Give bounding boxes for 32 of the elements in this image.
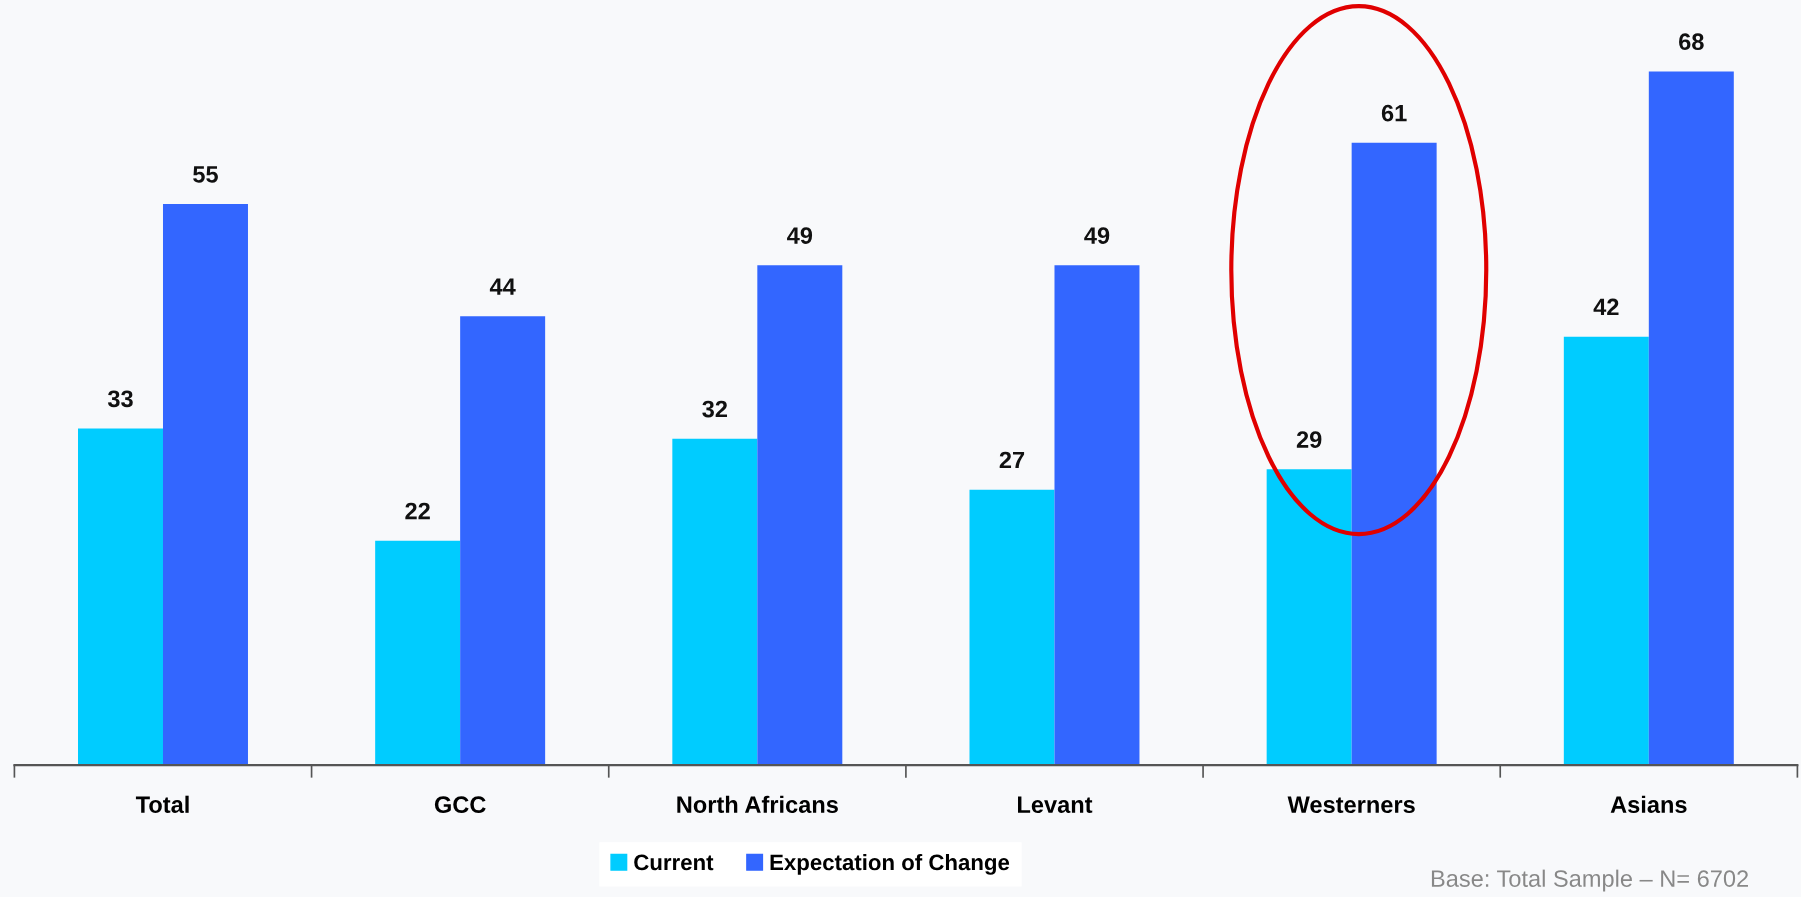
data-label: 27 bbox=[999, 451, 1025, 469]
bar bbox=[1266, 469, 1352, 766]
legend-label: Expectation of Change bbox=[770, 853, 1010, 875]
data-label: 61 bbox=[1381, 104, 1407, 122]
bar bbox=[1563, 336, 1649, 766]
bar bbox=[757, 265, 843, 766]
bar bbox=[969, 489, 1055, 766]
legend-label: Current bbox=[634, 854, 714, 871]
x-tick-label: North Africans bbox=[677, 795, 838, 814]
bar bbox=[375, 540, 461, 766]
x-tick-label: Levant bbox=[1018, 796, 1093, 814]
data-label: 32 bbox=[702, 400, 728, 418]
data-label: 55 bbox=[193, 166, 218, 183]
x-tick-label: GCC bbox=[434, 796, 486, 814]
bar bbox=[1648, 71, 1734, 766]
bar bbox=[672, 438, 758, 766]
bar bbox=[162, 204, 248, 766]
data-label: 68 bbox=[1679, 33, 1704, 51]
text: Base: Total Sample – N= 6702 bbox=[1431, 869, 1748, 892]
data-label: 33 bbox=[107, 390, 133, 408]
data-label: 29 bbox=[1296, 431, 1322, 448]
x-tick-label: Total bbox=[135, 795, 189, 814]
data-label: 49 bbox=[787, 227, 813, 244]
data-label: 49 bbox=[1084, 227, 1110, 244]
x-tick-label: Westerners bbox=[1287, 796, 1415, 814]
data-label: 42 bbox=[1593, 298, 1619, 316]
x-tick-label: Asians bbox=[1610, 795, 1687, 814]
bar bbox=[1054, 265, 1140, 766]
bar bbox=[460, 316, 546, 766]
data-label: 22 bbox=[405, 502, 430, 520]
bar bbox=[78, 428, 163, 766]
data-label: 44 bbox=[489, 278, 516, 295]
